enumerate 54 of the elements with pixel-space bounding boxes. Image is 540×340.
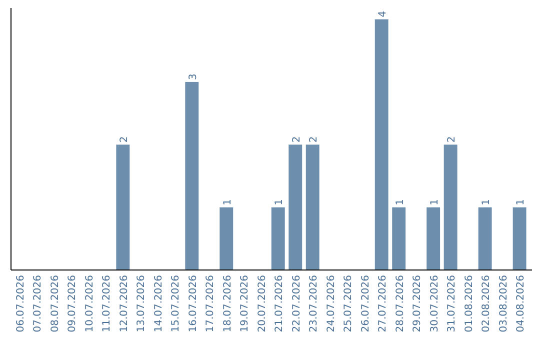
bar [478,207,492,270]
x-tick-label: 16.07.2026 [188,275,199,332]
x-tick-label: 09.07.2026 [67,275,78,332]
x-tick-label: 26.07.2026 [360,275,372,332]
x-tick-label: 07.07.2026 [32,275,44,332]
x-tick-label: 31.07.2026 [446,275,458,332]
data-label: 1 [429,198,440,206]
bar [288,144,302,270]
bar [392,207,406,270]
data-label: 1 [481,198,492,206]
x-tick-label: 23.07.2026 [308,275,320,332]
x-tick-label: 11.07.2026 [102,275,113,332]
data-label: 2 [291,136,302,143]
x-tick-label: 18.07.2026 [222,275,234,332]
x-tick-label: 03.08.2026 [498,275,510,332]
bar [271,207,285,270]
x-tick-label: 20.07.2026 [256,275,268,332]
x-tick-label: 12.07.2026 [118,275,130,332]
x-tick-label: 28.07.2026 [394,275,406,332]
data-label: 1 [222,198,234,206]
x-tick-label: 30.07.2026 [429,275,440,332]
x-tick-label: 02.08.2026 [481,275,492,332]
data-label: 2 [118,136,130,143]
x-tick-label: 24.07.2026 [326,275,337,332]
data-label: 1 [394,198,406,206]
data-label: 1 [516,198,527,206]
data-label: 2 [446,136,458,143]
x-tick-label: 22.07.2026 [291,275,302,332]
x-tick-label: 14.07.2026 [153,275,164,332]
data-label: 4 [378,10,389,18]
x-tick-label: 08.07.2026 [50,275,61,332]
bar [220,207,234,270]
x-tick-label: 29.07.2026 [412,275,424,332]
x-tick-label: 21.07.2026 [274,275,286,332]
data-label: 3 [188,74,199,80]
x-tick-label: 10.07.2026 [84,275,96,332]
x-tick-label: 27.07.2026 [378,275,389,332]
bar [185,82,199,270]
x-tick-label: 06.07.2026 [15,275,26,332]
x-tick-label: 17.07.2026 [205,275,216,332]
bar [374,19,388,270]
x-tick-label: 19.07.2026 [240,275,251,332]
x-tick-label: 15.07.2026 [170,275,182,332]
bar [116,144,130,270]
data-label: 1 [274,198,286,206]
x-tick-label: 13.07.2026 [136,275,148,332]
bar [306,144,320,270]
x-tick-label: 01.08.2026 [464,275,475,332]
bar [426,207,440,270]
bar [444,144,458,270]
x-tick-label: 04.08.2026 [516,275,527,332]
bar [512,207,526,270]
x-tick-label: 25.07.2026 [343,275,354,332]
data-label: 2 [308,136,320,143]
